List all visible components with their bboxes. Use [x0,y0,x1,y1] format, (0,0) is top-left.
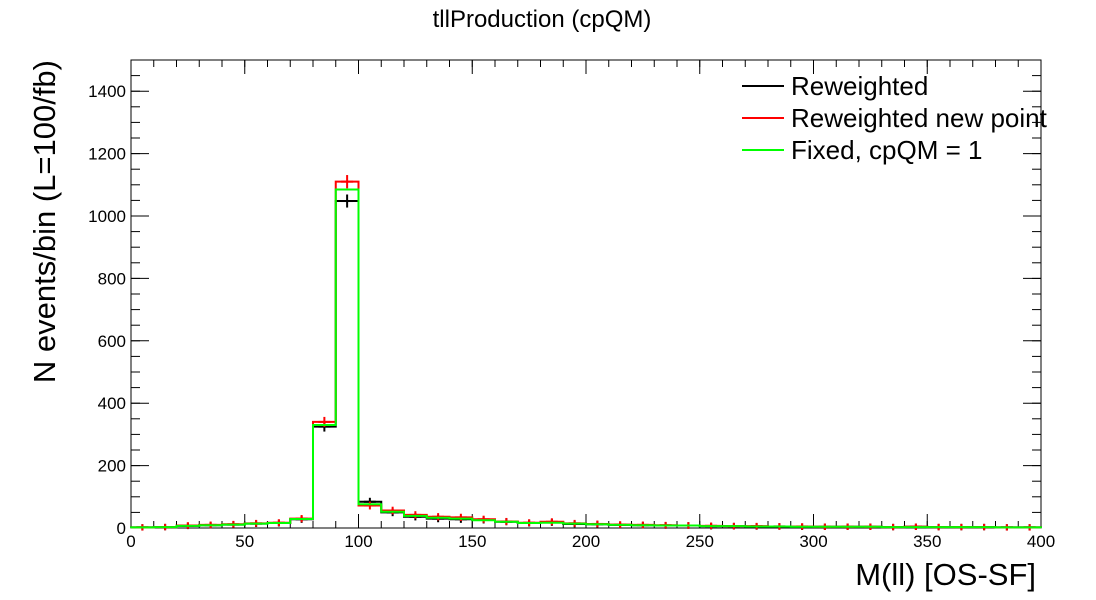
legend-label: Reweighted [791,71,928,101]
x-tick-label: 300 [799,532,827,551]
series-step-line [130,200,1042,529]
chart-title: tllProduction (cpQM) [433,6,652,33]
major-ticks [130,60,1042,529]
x-tick-label: 150 [458,532,486,551]
x-tick-label: 250 [686,532,714,551]
y-tick-label: 1200 [88,145,126,164]
x-tick-label: 0 [126,532,135,551]
y-tick-label: 200 [98,457,126,476]
series-layer [130,175,1042,531]
x-tick-label: 100 [344,532,372,551]
series-3 [130,188,1042,529]
y-tick-label: 0 [117,519,126,538]
legend-label: Fixed, cpQM = 1 [791,135,982,165]
tick-labels: 0 50 100 150 200 250 300 350 400 0 200 400 600 800 100… [88,82,1055,551]
y-axis-title: N events/bin (L=100/fb) [27,60,62,383]
series-2 [130,175,1042,531]
legend-label: Reweighted new point [791,103,1048,133]
x-tick-label: 50 [235,532,254,551]
x-tick-label: 200 [572,532,600,551]
y-tick-label: 1000 [88,207,126,226]
series-1 [130,194,1042,531]
series-step-line [130,188,1042,529]
x-tick-label: 400 [1027,532,1055,551]
y-tick-label: 800 [98,269,126,288]
y-tick-label: 1400 [88,82,126,101]
series-step-line [130,180,1042,529]
y-tick-label: 400 [98,394,126,413]
x-tick-label: 350 [913,532,941,551]
y-tick-label: 600 [98,332,126,351]
x-axis-title: M(ll) [OS-SF] [855,557,1036,592]
